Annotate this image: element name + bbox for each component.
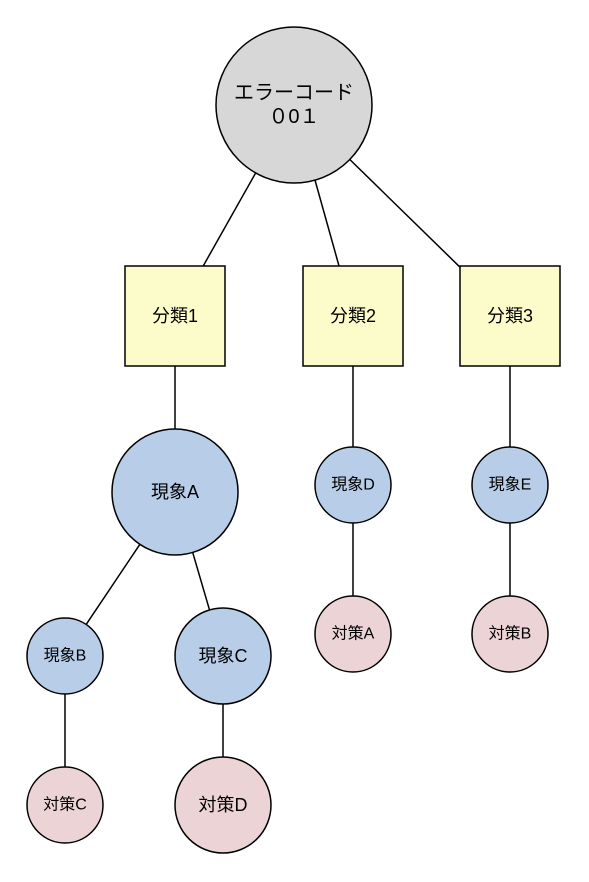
node-phenA: 現象A bbox=[112, 429, 238, 555]
edge-root-cat2 bbox=[315, 180, 339, 266]
node-root: エラーコード０0１ bbox=[216, 27, 372, 183]
node-label-measA: 対策A bbox=[332, 625, 375, 643]
edge-root-cat1 bbox=[203, 173, 255, 266]
node-measC: 対策C bbox=[27, 767, 103, 843]
node-label-measD: 対策D bbox=[199, 795, 248, 815]
node-cat1: 分類1 bbox=[125, 266, 225, 366]
edge-phenA-phenC bbox=[193, 552, 210, 609]
node-label-phenB: 現象B bbox=[44, 647, 87, 665]
node-label-cat3: 分類3 bbox=[487, 306, 533, 326]
node-label-phenD: 現象D bbox=[331, 476, 375, 494]
node-label-phenE: 現象E bbox=[489, 476, 532, 494]
node-label-phenC: 現象C bbox=[199, 646, 248, 666]
node-label-measB: 対策B bbox=[489, 625, 532, 643]
node-cat3: 分類3 bbox=[460, 266, 560, 366]
node-label-phenA: 現象A bbox=[151, 482, 199, 502]
node-measD: 対策D bbox=[175, 757, 271, 853]
node-phenC: 現象C bbox=[175, 608, 271, 704]
node-measA: 対策A bbox=[315, 596, 391, 672]
node-label-cat1: 分類1 bbox=[152, 306, 198, 326]
node-shape-root bbox=[216, 27, 372, 183]
node-phenD: 現象D bbox=[315, 447, 391, 523]
node-cat2: 分類2 bbox=[303, 266, 403, 366]
node-phenB: 現象B bbox=[27, 618, 103, 694]
node-measB: 対策B bbox=[472, 596, 548, 672]
edge-phenA-phenB bbox=[86, 544, 140, 624]
node-label-cat2: 分類2 bbox=[330, 306, 376, 326]
node-phenE: 現象E bbox=[472, 447, 548, 523]
nodes-group: エラーコード０0１ 分類1 分類2 分類3 現象A 現象D 現象E 現象B 現象C 対策A 対策B 対… bbox=[27, 27, 560, 853]
edge-root-cat3 bbox=[350, 160, 460, 268]
tree-diagram: エラーコード０0１ 分類1 分類2 分類3 現象A 現象D 現象E 現象B 現象C 対策A 対策B 対… bbox=[0, 0, 589, 882]
node-label-measC: 対策C bbox=[43, 796, 87, 814]
